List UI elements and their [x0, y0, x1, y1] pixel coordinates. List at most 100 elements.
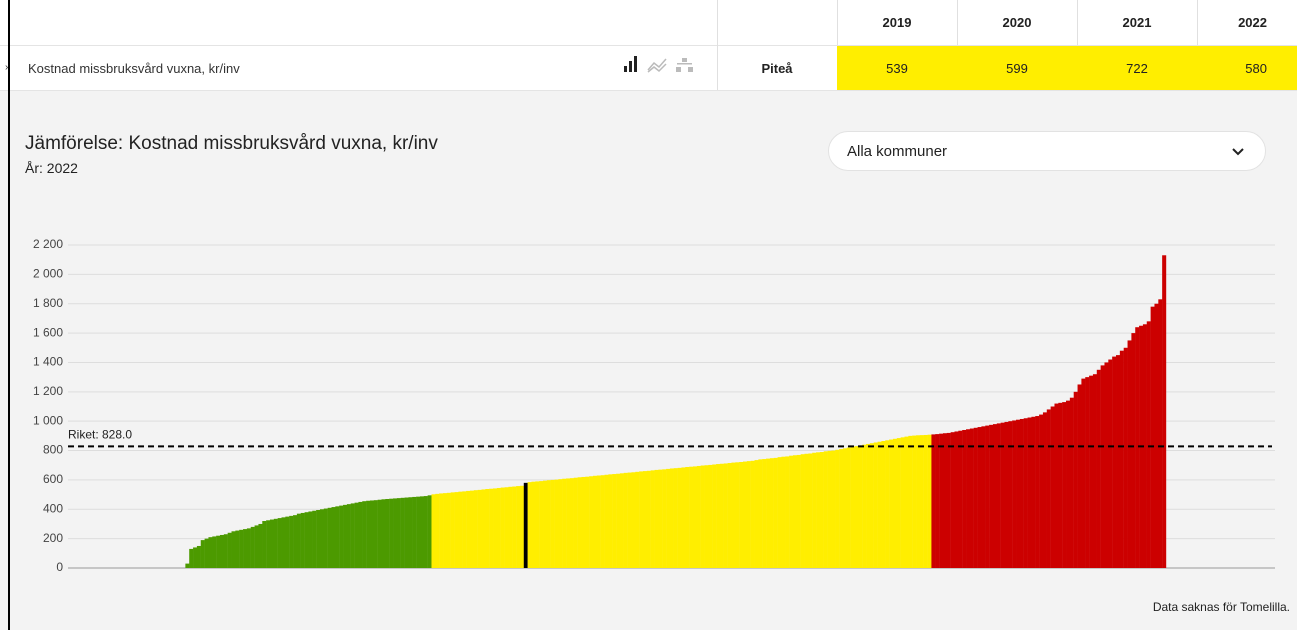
bar [1012, 420, 1017, 568]
bar [239, 529, 244, 568]
bar [308, 511, 313, 568]
y-tick-label: 2 000 [33, 267, 63, 281]
bar [500, 487, 505, 568]
bar [927, 434, 932, 568]
bar [331, 507, 336, 568]
bar [608, 474, 613, 568]
bar [354, 502, 359, 568]
bar [235, 530, 240, 568]
bar [962, 429, 967, 568]
bar [1027, 417, 1032, 568]
bar [989, 424, 994, 568]
bar [1077, 384, 1082, 568]
bar [246, 528, 251, 568]
column-divider [717, 0, 718, 90]
bar [527, 482, 532, 568]
bar [231, 531, 236, 568]
bar [596, 475, 601, 568]
bar [358, 501, 363, 568]
bar [781, 456, 786, 568]
bar [819, 452, 824, 568]
bar [335, 506, 340, 568]
bar [427, 495, 432, 568]
bar [796, 454, 801, 568]
bar [423, 496, 428, 568]
value-cell: 539 [837, 46, 957, 90]
year-header: 2019 [882, 15, 912, 30]
bar [1046, 409, 1051, 568]
bar [1081, 378, 1086, 568]
bar [439, 493, 444, 568]
bar [612, 474, 617, 568]
bar [412, 496, 417, 568]
bar [835, 449, 840, 568]
row-icons[interactable] [620, 54, 700, 76]
bar [866, 443, 871, 568]
y-tick-label: 1 200 [33, 384, 63, 398]
bar [1104, 362, 1109, 568]
bar [777, 457, 782, 568]
bar [285, 516, 290, 568]
bar [550, 479, 555, 568]
column-divider [1077, 0, 1078, 45]
bar [696, 465, 701, 568]
bar [408, 497, 413, 568]
bar [785, 456, 790, 568]
bar [212, 536, 217, 568]
bar [546, 480, 551, 568]
bar [419, 496, 424, 568]
bar [581, 476, 586, 568]
bar [862, 444, 867, 568]
expand-arrow[interactable]: › [5, 62, 9, 73]
bar [896, 438, 901, 568]
bar [1123, 347, 1128, 568]
bar [223, 534, 228, 568]
row-label: Kostnad missbruksvård vuxna, kr/inv [28, 61, 240, 76]
bar [208, 537, 213, 568]
bar [827, 450, 832, 568]
bar [1127, 340, 1132, 568]
bar [923, 434, 928, 568]
y-tick-label: 800 [43, 443, 63, 457]
bar [1016, 419, 1021, 568]
bar [931, 434, 936, 568]
bar [750, 460, 755, 568]
bar [1031, 416, 1036, 568]
bar [1146, 321, 1151, 568]
bar [362, 501, 367, 568]
bar [912, 435, 917, 568]
bar [516, 486, 521, 568]
bar [892, 438, 898, 568]
bar [458, 491, 463, 568]
bar [558, 479, 563, 568]
bar [689, 466, 694, 568]
bar [489, 488, 494, 568]
bar [381, 499, 386, 568]
bar [1062, 402, 1067, 568]
bar [877, 441, 882, 568]
bar [1108, 359, 1113, 568]
bar [650, 470, 655, 568]
left-border [8, 0, 10, 630]
bar [543, 480, 548, 568]
bar [746, 461, 751, 568]
dropdown[interactable]: Alla kommuner [828, 131, 1266, 171]
bar [600, 475, 605, 568]
bar [1131, 333, 1136, 568]
bar [1085, 377, 1090, 568]
bar [885, 440, 890, 568]
bar [642, 471, 648, 568]
y-tick-label: 200 [43, 531, 63, 545]
bar [339, 505, 344, 568]
bar [673, 468, 678, 568]
bar [623, 472, 628, 568]
bar [369, 500, 375, 568]
bar [1069, 397, 1074, 568]
bar [919, 435, 924, 568]
bar [1158, 299, 1163, 568]
reference-label: Riket: 828.0 [68, 428, 132, 442]
bar [816, 452, 821, 568]
bar [742, 461, 748, 568]
bar [662, 469, 667, 568]
value-cell: 599 [957, 46, 1077, 90]
